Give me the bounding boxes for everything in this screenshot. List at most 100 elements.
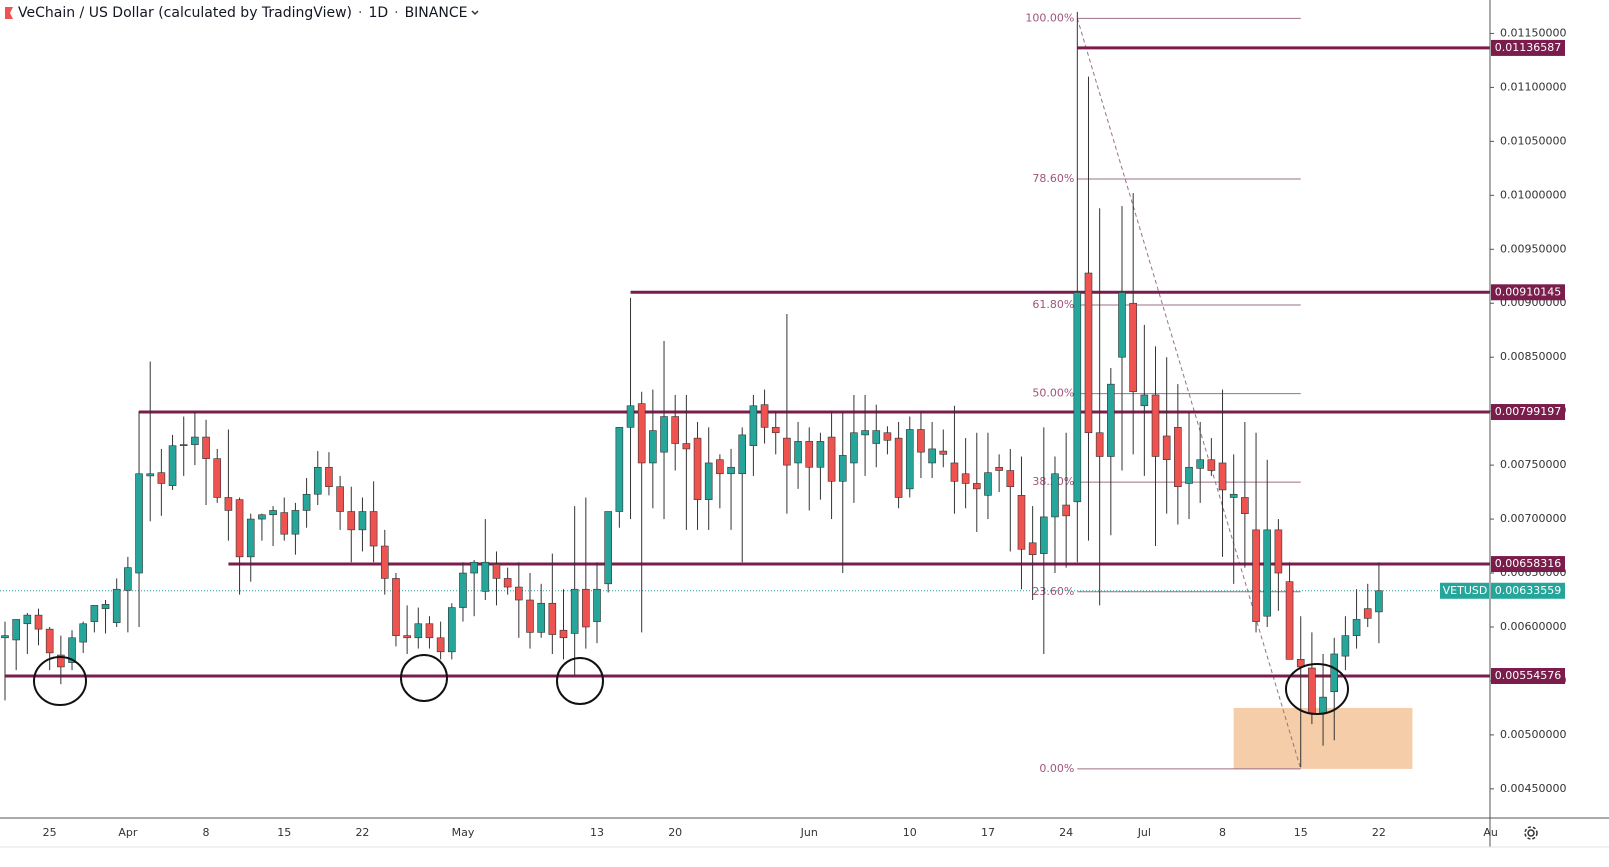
candle-body [369,511,378,547]
price-tag-label: 0.00633559 [1495,584,1561,597]
candle-body [626,405,635,428]
y-tick-label: 0.01100000 [1500,80,1566,93]
candle-body [1352,619,1361,636]
level-tag [1491,556,1565,573]
candle-body [1375,590,1383,613]
time-axis-bg [0,818,1490,867]
candle-body [1218,462,1227,491]
x-tick-label: 17 [981,826,995,839]
candle-body [861,430,869,436]
level-tag-label: 0.00910145 [1495,285,1561,298]
candle-body [1241,497,1249,514]
candle-body [995,466,1003,471]
candle-body [570,588,579,634]
candle-body [224,497,233,511]
candle-body [101,604,110,609]
candle-body [503,578,512,588]
candle-body [45,628,54,654]
candle-body [559,629,568,639]
candle-body [1006,470,1015,487]
candle-body [771,427,780,434]
y-tick-label: 0.00450000 [1500,782,1566,795]
candle-body [246,518,255,558]
candle-body [1129,302,1137,393]
candle-body [34,614,43,630]
candle-body [1252,529,1260,622]
candle-body [716,459,724,475]
candle-body [671,416,680,444]
candle-body [79,623,87,643]
candle-body [1095,432,1104,457]
candle-body [202,436,210,459]
candle-body [850,432,858,464]
candle-body [1051,473,1059,518]
settings-icon[interactable] [1524,826,1538,840]
y-tick-label: 0.00600000 [1500,620,1566,633]
fib-label: 0.00% [1039,762,1074,775]
candle-body [704,462,713,500]
candle-body [1118,292,1126,358]
fib-label: 61.80% [1032,298,1074,311]
candle-body [548,602,557,635]
candle-body [112,588,121,623]
candle-body [191,436,199,445]
candle-body [1162,435,1171,461]
level-tag-label: 0.00658316 [1495,557,1561,570]
candle-body [1062,504,1070,517]
candle-body [1040,516,1048,554]
candle-body [1341,635,1350,657]
candle-body [582,588,590,628]
candle-body [693,437,702,500]
exchange: BINANCE [404,5,468,21]
candle-body [146,473,155,477]
candle-body [347,511,356,531]
candle-body [1,635,9,639]
chevron[interactable] [470,8,480,18]
candle-body [447,607,456,653]
candle-body [905,429,914,490]
candle-body [1073,292,1082,503]
candle-body [660,416,668,453]
candle-body [481,561,490,592]
candle-body [492,564,501,579]
candle-body [302,493,311,511]
x-tick-label: 22 [355,826,369,839]
y-tick-label: 0.01000000 [1500,188,1566,201]
fib-label: 100.00% [1025,11,1074,24]
y-tick-label: 0.01150000 [1500,26,1566,39]
level-tag-label: 0.01136587 [1495,41,1561,54]
candle-body [1308,667,1316,714]
candle-body [1028,542,1037,555]
circle [33,656,87,706]
candle-body [1151,394,1160,457]
candle-body [90,605,99,622]
fib-label: 78.60% [1032,172,1074,185]
x-tick-label: 22 [1372,826,1386,839]
candle-body [336,486,344,512]
header: VeChain / US Dollar (calculated by Tradi… [4,5,485,21]
candle-body [939,450,948,455]
candle-body [961,473,970,484]
candle-body [470,561,478,574]
fib-label: 50.00% [1032,387,1074,400]
x-tick-label: Apr [118,826,138,839]
level-tag [1491,668,1565,685]
candle-body [436,637,445,653]
interval[interactable]: 1D [368,5,389,21]
candle-body [805,441,814,468]
candle-body [649,430,657,464]
x-tick-label: 15 [277,826,291,839]
candle-body [280,512,289,535]
candle-body [157,472,166,484]
candle-body [749,405,758,446]
candle-body [68,637,76,663]
level-tag-label: 0.00554576 [1495,669,1561,682]
level-tag [1491,284,1565,301]
circle [400,654,448,702]
flag-icon [5,7,13,19]
candle-body [1207,459,1216,471]
candle-body [917,429,925,453]
candle-body [760,404,769,428]
x-tick-label: 25 [43,826,57,839]
